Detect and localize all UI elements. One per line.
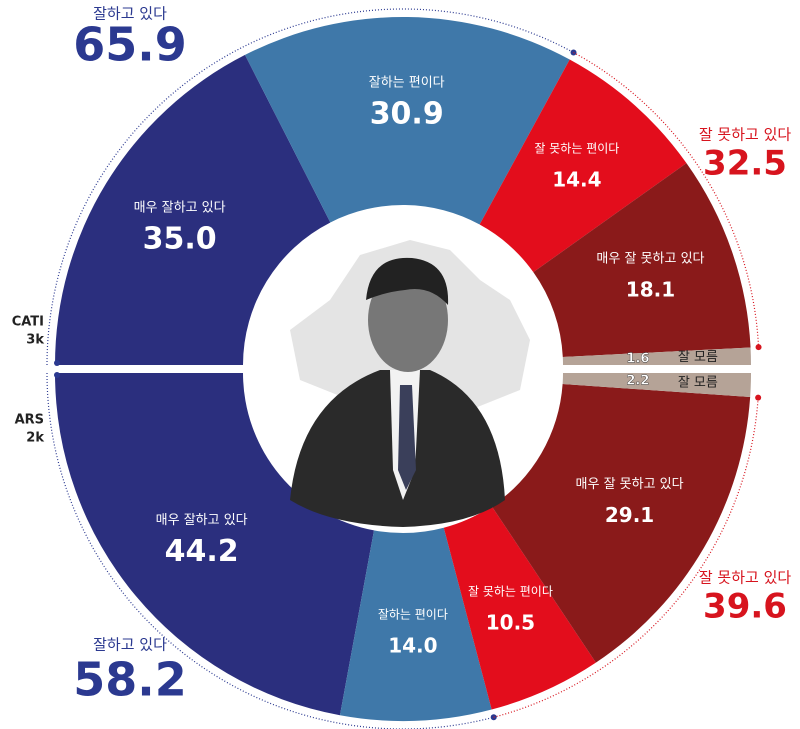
category-label: 잘 모름 — [678, 376, 718, 391]
category-label: 잘 못하는 편이다 — [468, 584, 553, 598]
donut-segment — [245, 17, 570, 225]
value-label: 10.5 — [486, 610, 535, 634]
category-label: 매우 잘 못하고 있다 — [576, 477, 684, 492]
total-value: 39.6 — [703, 587, 787, 627]
category-label: 매우 잘 못하고 있다 — [596, 251, 704, 266]
value-label: 14.0 — [388, 633, 437, 657]
outline-arc — [493, 397, 759, 718]
value-label: 30.9 — [370, 97, 444, 132]
axis-dot — [54, 372, 60, 378]
outline-arc — [573, 51, 760, 348]
donut-segment — [55, 373, 375, 716]
silhouette-head — [368, 268, 448, 372]
outline-dot — [755, 394, 762, 401]
donut-segment — [491, 384, 751, 663]
donut-segment — [562, 347, 751, 365]
portrait — [245, 211, 561, 527]
donut-segment — [339, 527, 492, 721]
value-label: 1.6 — [626, 352, 649, 367]
axis-dot — [54, 360, 60, 366]
donut-segment — [562, 373, 751, 398]
total-label: 잘하고 있다 — [93, 636, 167, 654]
value-label: 44.2 — [165, 534, 239, 569]
total-label: 잘하고 있다 — [93, 5, 167, 23]
outline-dot — [755, 344, 762, 351]
category-label: 매우 잘하고 있다 — [134, 201, 226, 216]
donut-segment — [443, 506, 596, 710]
value-label: 18.1 — [626, 277, 675, 301]
outline-arc — [46, 8, 574, 366]
value-label: 29.1 — [605, 503, 654, 527]
total-value: 32.5 — [703, 144, 787, 184]
group-name: CATI — [12, 315, 44, 330]
total-label: 잘 못하고 있다 — [699, 126, 792, 144]
group-sample: 3k — [26, 333, 44, 348]
value-label: 2.2 — [626, 374, 649, 389]
value-label: 14.4 — [552, 168, 601, 192]
group-sample: 2k — [26, 431, 44, 446]
tie — [398, 385, 416, 490]
group-name: ARS — [15, 413, 44, 428]
category-label: 잘 못하는 편이다 — [534, 142, 619, 156]
donut-segment — [479, 59, 687, 273]
total-label: 잘 못하고 있다 — [699, 569, 792, 587]
value-label: 35.0 — [143, 222, 217, 257]
total-value: 65.9 — [73, 18, 187, 72]
category-label: 잘 모름 — [678, 350, 718, 365]
category-label: 매우 잘하고 있다 — [156, 513, 248, 528]
category-label: 잘하는 편이다 — [369, 76, 445, 91]
total-value: 58.2 — [73, 653, 187, 707]
donut-segment — [533, 163, 751, 357]
category-label: 잘하는 편이다 — [378, 607, 448, 621]
donut-segment — [55, 54, 331, 366]
hair — [366, 257, 449, 305]
